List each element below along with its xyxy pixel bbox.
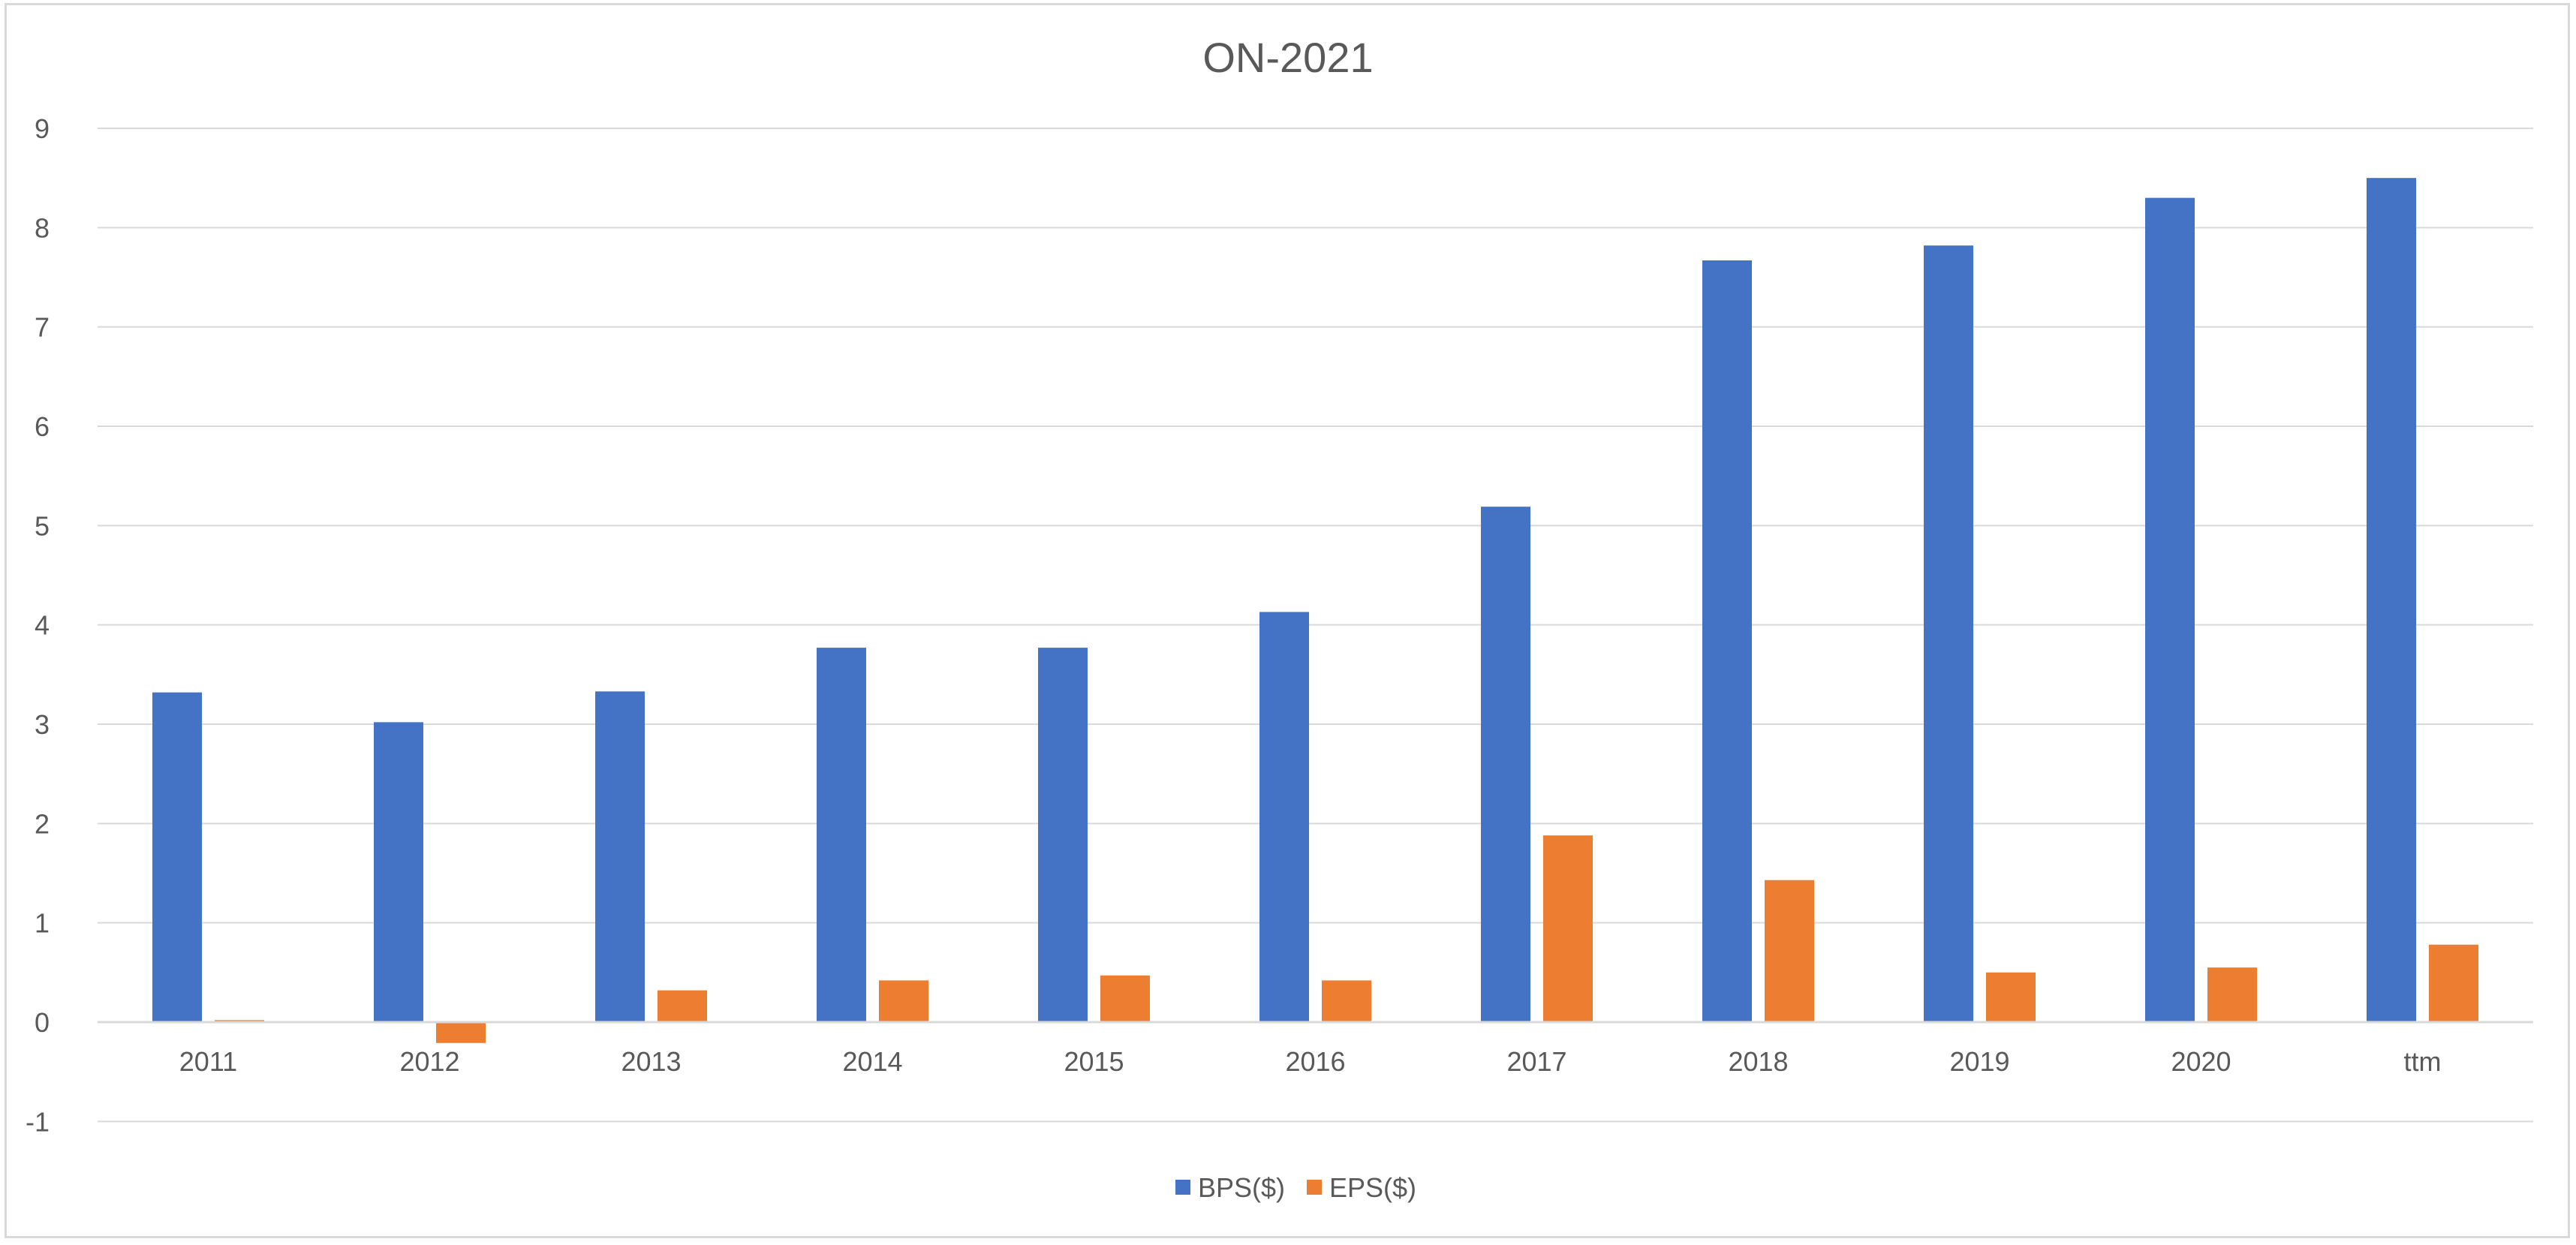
x-tick-label: 2018 (1728, 1046, 1788, 1077)
bar-eps-2017 (1543, 835, 1593, 1022)
bar-eps-ttm (2429, 944, 2478, 1022)
bar-bps-2014 (817, 648, 866, 1022)
y-tick-label: 7 (35, 312, 50, 343)
bar-eps-2013 (658, 990, 707, 1022)
bar-bps-ttm (2367, 178, 2416, 1023)
bar-eps-2014 (879, 980, 928, 1022)
gridlines (98, 128, 2533, 1123)
x-tick-label: 2011 (179, 1046, 237, 1077)
bar-bps-2019 (1924, 245, 1973, 1022)
x-tick-label: 2019 (1949, 1046, 2009, 1077)
bar-eps-2016 (1322, 980, 1371, 1022)
x-tick-label: 2012 (399, 1046, 459, 1077)
x-tick-label: 2020 (2171, 1046, 2231, 1077)
x-tick-label: ttm (2404, 1046, 2442, 1077)
bar-bps-2018 (1702, 260, 1752, 1023)
bar-eps-2012 (436, 1022, 486, 1043)
y-tick-label: 1 (35, 908, 50, 939)
bar-bps-2016 (1259, 612, 1309, 1022)
y-tick-label: 5 (35, 510, 50, 541)
bar-eps-2019 (1986, 972, 2036, 1022)
y-tick-label: 4 (35, 610, 50, 641)
y-tick-label: 8 (35, 212, 50, 243)
bar-bps-2015 (1038, 648, 1088, 1022)
bar-bps-2011 (152, 692, 202, 1022)
bars (152, 178, 2478, 1043)
y-tick-label: 9 (35, 113, 50, 144)
bar-eps-2020 (2207, 967, 2257, 1022)
bar-bps-2020 (2145, 197, 2195, 1023)
x-tick-label: 2014 (842, 1046, 902, 1077)
y-tick-label: 3 (35, 709, 50, 740)
bar-bps-2017 (1481, 507, 1530, 1022)
bar-bps-2013 (595, 691, 645, 1022)
y-tick-label: 2 (35, 808, 50, 839)
bar-eps-2015 (1100, 975, 1150, 1022)
legend-swatch (1307, 1180, 1322, 1195)
legend-swatch (1175, 1180, 1190, 1195)
x-tick-label: 2017 (1506, 1046, 1566, 1077)
y-tick-label: 0 (35, 1007, 50, 1038)
bar-bps-2012 (374, 722, 423, 1022)
y-tick-label: 6 (35, 411, 50, 442)
legend-label: EPS($) (1329, 1172, 1416, 1203)
legend: BPS($) EPS($) (1175, 1172, 1416, 1203)
chart-title: ON-2021 (1202, 34, 1373, 81)
x-tick-label: 2015 (1064, 1046, 1124, 1077)
x-tick-label: 2016 (1285, 1046, 1345, 1077)
bar-eps-2018 (1765, 880, 1814, 1022)
y-axis-ticks: -1 0 1 2 3 4 5 6 7 8 9 (26, 113, 50, 1137)
legend-label: BPS($) (1198, 1172, 1285, 1203)
x-tick-label: 2013 (621, 1046, 681, 1077)
x-axis-ticks: 2011 2012 2013 2014 2015 2016 2017 2018 2019 2020… (179, 1046, 2442, 1077)
y-tick-label: -1 (26, 1106, 50, 1137)
